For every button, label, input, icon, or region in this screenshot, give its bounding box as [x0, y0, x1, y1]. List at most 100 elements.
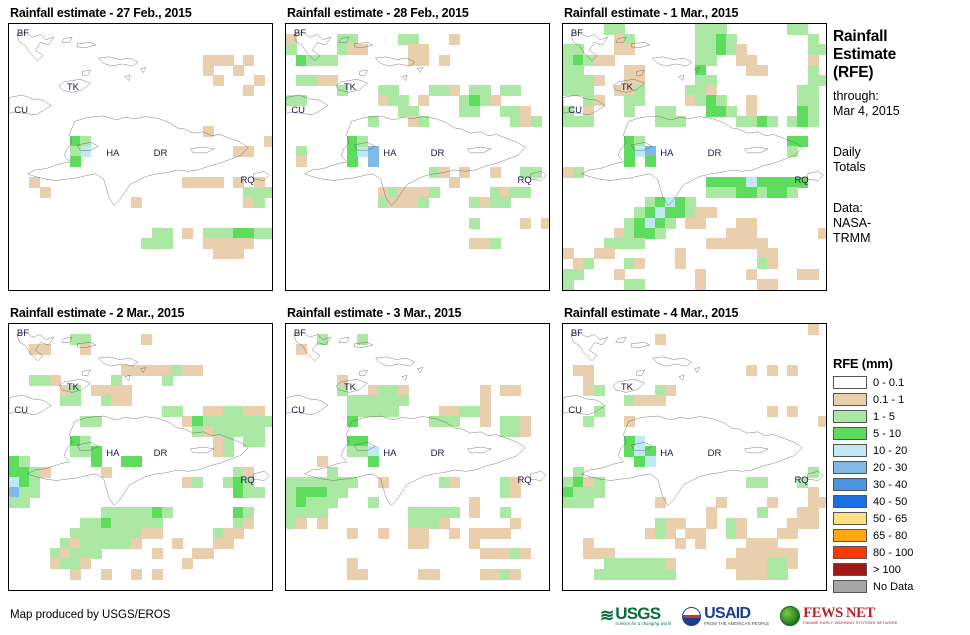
rainfall-cell — [766, 548, 778, 560]
rainfall-cell — [746, 217, 758, 229]
rainfall-cell — [418, 187, 430, 199]
rainfall-cell — [347, 136, 359, 148]
rainfall-cell — [336, 374, 348, 386]
rainfall-cell — [212, 237, 224, 249]
rainfall-cell — [428, 187, 440, 199]
rainfall-cell — [654, 558, 666, 570]
rainfall-cell — [29, 487, 41, 499]
rainfall-cell — [408, 537, 420, 549]
rainfall-cell — [807, 497, 819, 509]
rainfall-cell — [408, 115, 420, 127]
rainfall-cell — [644, 568, 656, 580]
rainfall-cell — [161, 405, 173, 417]
rainfall-cell — [573, 476, 585, 488]
rainfall-cell — [141, 507, 153, 519]
rainfall-cell — [367, 446, 379, 458]
rainfall-cell — [182, 227, 194, 239]
rainfall-cell — [233, 146, 245, 158]
rainfall-cell — [695, 44, 707, 56]
rainfall-cell — [797, 24, 809, 35]
rainfall-cell — [131, 527, 143, 539]
rainfall-cell — [29, 466, 41, 478]
map-panel-title: Rainfall estimate - 27 Feb., 2015 — [10, 6, 192, 20]
rainfall-cell — [499, 476, 511, 488]
country-label-bf: BF — [293, 28, 307, 40]
rainfall-cell — [787, 405, 799, 417]
rainfall-cell — [510, 425, 522, 437]
rainfall-cell — [685, 207, 697, 219]
usaid-logo-text: USAID — [704, 604, 751, 622]
rainfall-cell — [563, 44, 574, 56]
rainfall-cell — [449, 476, 461, 488]
rainfall-cell — [367, 156, 379, 168]
rainfall-cell — [192, 415, 204, 427]
rainfall-cell — [613, 268, 625, 280]
rainfall-cell — [80, 436, 92, 448]
rainfall-cell — [121, 364, 133, 376]
rainfall-cell — [654, 105, 666, 117]
rainfall-cell — [489, 237, 501, 249]
rainfall-cell — [736, 44, 748, 56]
rainfall-cell — [746, 95, 758, 107]
legend-row: 1 - 5 — [833, 408, 965, 425]
rainfall-cell — [563, 54, 574, 66]
rainfall-cell — [736, 227, 748, 239]
rainfall-cell — [212, 54, 224, 66]
rainfall-cell — [634, 217, 646, 229]
rainfall-cell — [90, 548, 102, 560]
rainfall-cell — [479, 95, 491, 107]
rainfall-cell — [233, 517, 245, 529]
fews-net-logo: FEWS NET FAMINE EARLY WARNING SYSTEMS NE… — [780, 606, 898, 626]
rainfall-cell — [367, 456, 379, 468]
rainfall-cell — [756, 187, 768, 199]
rainfall-cell — [583, 95, 595, 107]
rainfall-cell — [151, 548, 163, 560]
rainfall-cell — [253, 74, 265, 86]
rainfall-cell — [715, 95, 727, 107]
rainfall-cell — [367, 385, 379, 397]
rainfall-cell — [603, 237, 615, 249]
rainfall-cell — [510, 548, 522, 560]
map-canvas: BF TK CU HA DR RQ — [285, 23, 550, 291]
rainfall-cell — [715, 34, 727, 46]
rainfall-cell — [233, 415, 245, 427]
country-label-cu: CU — [14, 105, 28, 117]
rainfall-cell — [377, 385, 389, 397]
rainfall-cell — [776, 527, 788, 539]
rainfall-cell — [316, 74, 328, 86]
rainfall-cell — [644, 527, 656, 539]
rainfall-cell — [222, 405, 234, 417]
rainfall-cell — [347, 44, 359, 56]
country-label-dr: DR — [707, 148, 722, 160]
country-label-rq: RQ — [240, 474, 255, 486]
rainfall-cell — [243, 466, 255, 478]
rainfall-cell — [110, 395, 122, 407]
rainfall-cell — [520, 217, 532, 229]
rainfall-cell — [715, 187, 727, 199]
rainfall-cell — [428, 166, 440, 178]
rainfall-cell — [80, 558, 92, 570]
rainfall-cell — [161, 227, 173, 239]
rainfall-cell — [499, 487, 511, 499]
rainfall-cell — [593, 476, 605, 488]
map-panel-title: Rainfall estimate - 2 Mar., 2015 — [10, 306, 185, 320]
rainfall-cell — [654, 527, 666, 539]
rainfall-cell — [644, 456, 656, 468]
rainfall-cell — [634, 227, 646, 239]
rainfall-cell — [510, 487, 522, 499]
rainfall-cell — [70, 136, 82, 148]
rainfall-cell — [408, 197, 420, 209]
rainfall-cell — [449, 527, 461, 539]
rainfall-cell — [624, 34, 636, 46]
rainfall-cell — [80, 344, 92, 356]
rainfall-cell — [654, 334, 666, 346]
rainfall-cell — [49, 558, 61, 570]
rainfall-cell — [49, 374, 61, 386]
legend-swatch — [833, 478, 867, 491]
legend-label: 1 - 5 — [873, 410, 896, 423]
rainfall-cell — [499, 197, 511, 209]
rainfall-cell — [182, 558, 194, 570]
rainfall-cell — [563, 278, 574, 290]
legend-label: 10 - 20 — [873, 444, 908, 457]
rainfall-cell — [715, 105, 727, 117]
